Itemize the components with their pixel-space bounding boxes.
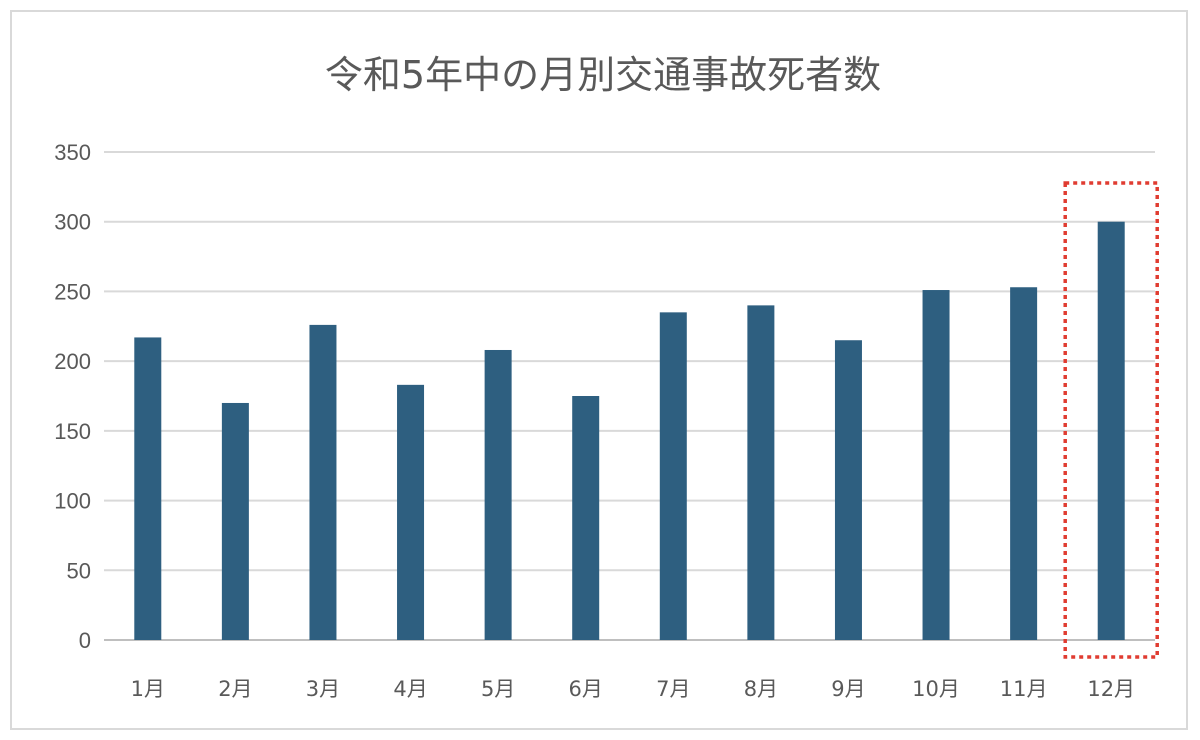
bar	[922, 290, 950, 640]
x-category-label: 3月	[306, 677, 340, 701]
bar	[572, 396, 600, 640]
y-tick-label: 100	[54, 489, 91, 514]
x-category-label: 2月	[218, 677, 252, 701]
grid-layer	[104, 151, 1155, 641]
x-category-label: 6月	[569, 677, 603, 701]
bar	[397, 384, 425, 640]
x-category-label: 7月	[656, 677, 690, 701]
x-category-label: 4月	[393, 677, 427, 701]
x-axis-category-labels: 1月 2月 3月 4月 5月 6月 7月 8月 9月 10月 11月 12月	[131, 677, 1135, 701]
x-category-label: 1月	[131, 677, 165, 701]
bar	[659, 312, 687, 640]
y-tick-label: 200	[54, 349, 91, 374]
bar	[221, 402, 249, 640]
y-tick-label: 150	[54, 419, 91, 444]
y-tick-label: 250	[54, 279, 91, 304]
x-category-label: 10月	[912, 677, 960, 701]
bar	[1097, 221, 1125, 640]
bar	[309, 324, 337, 640]
x-category-label: 11月	[1000, 677, 1048, 701]
x-category-label: 12月	[1087, 677, 1135, 701]
y-tick-label: 350	[54, 140, 91, 165]
y-tick-label: 50	[67, 558, 91, 583]
y-tick-label: 0	[79, 628, 91, 653]
bar	[747, 305, 775, 640]
highlight-box	[1063, 181, 1159, 659]
x-category-label: 5月	[481, 677, 515, 701]
bar	[134, 337, 162, 640]
x-category-label: 9月	[831, 677, 865, 701]
highlight-layer	[1063, 181, 1159, 659]
bars	[134, 221, 1125, 640]
bar	[834, 340, 862, 640]
y-axis-tick-labels: 0 50 100 150 200 250 300 350	[54, 140, 91, 653]
chart-title: 令和5年中の月別交通事故死者数	[325, 53, 881, 97]
y-tick-label: 300	[54, 210, 91, 235]
x-category-label: 8月	[744, 677, 778, 701]
bar	[1010, 287, 1038, 640]
bar	[484, 349, 512, 640]
